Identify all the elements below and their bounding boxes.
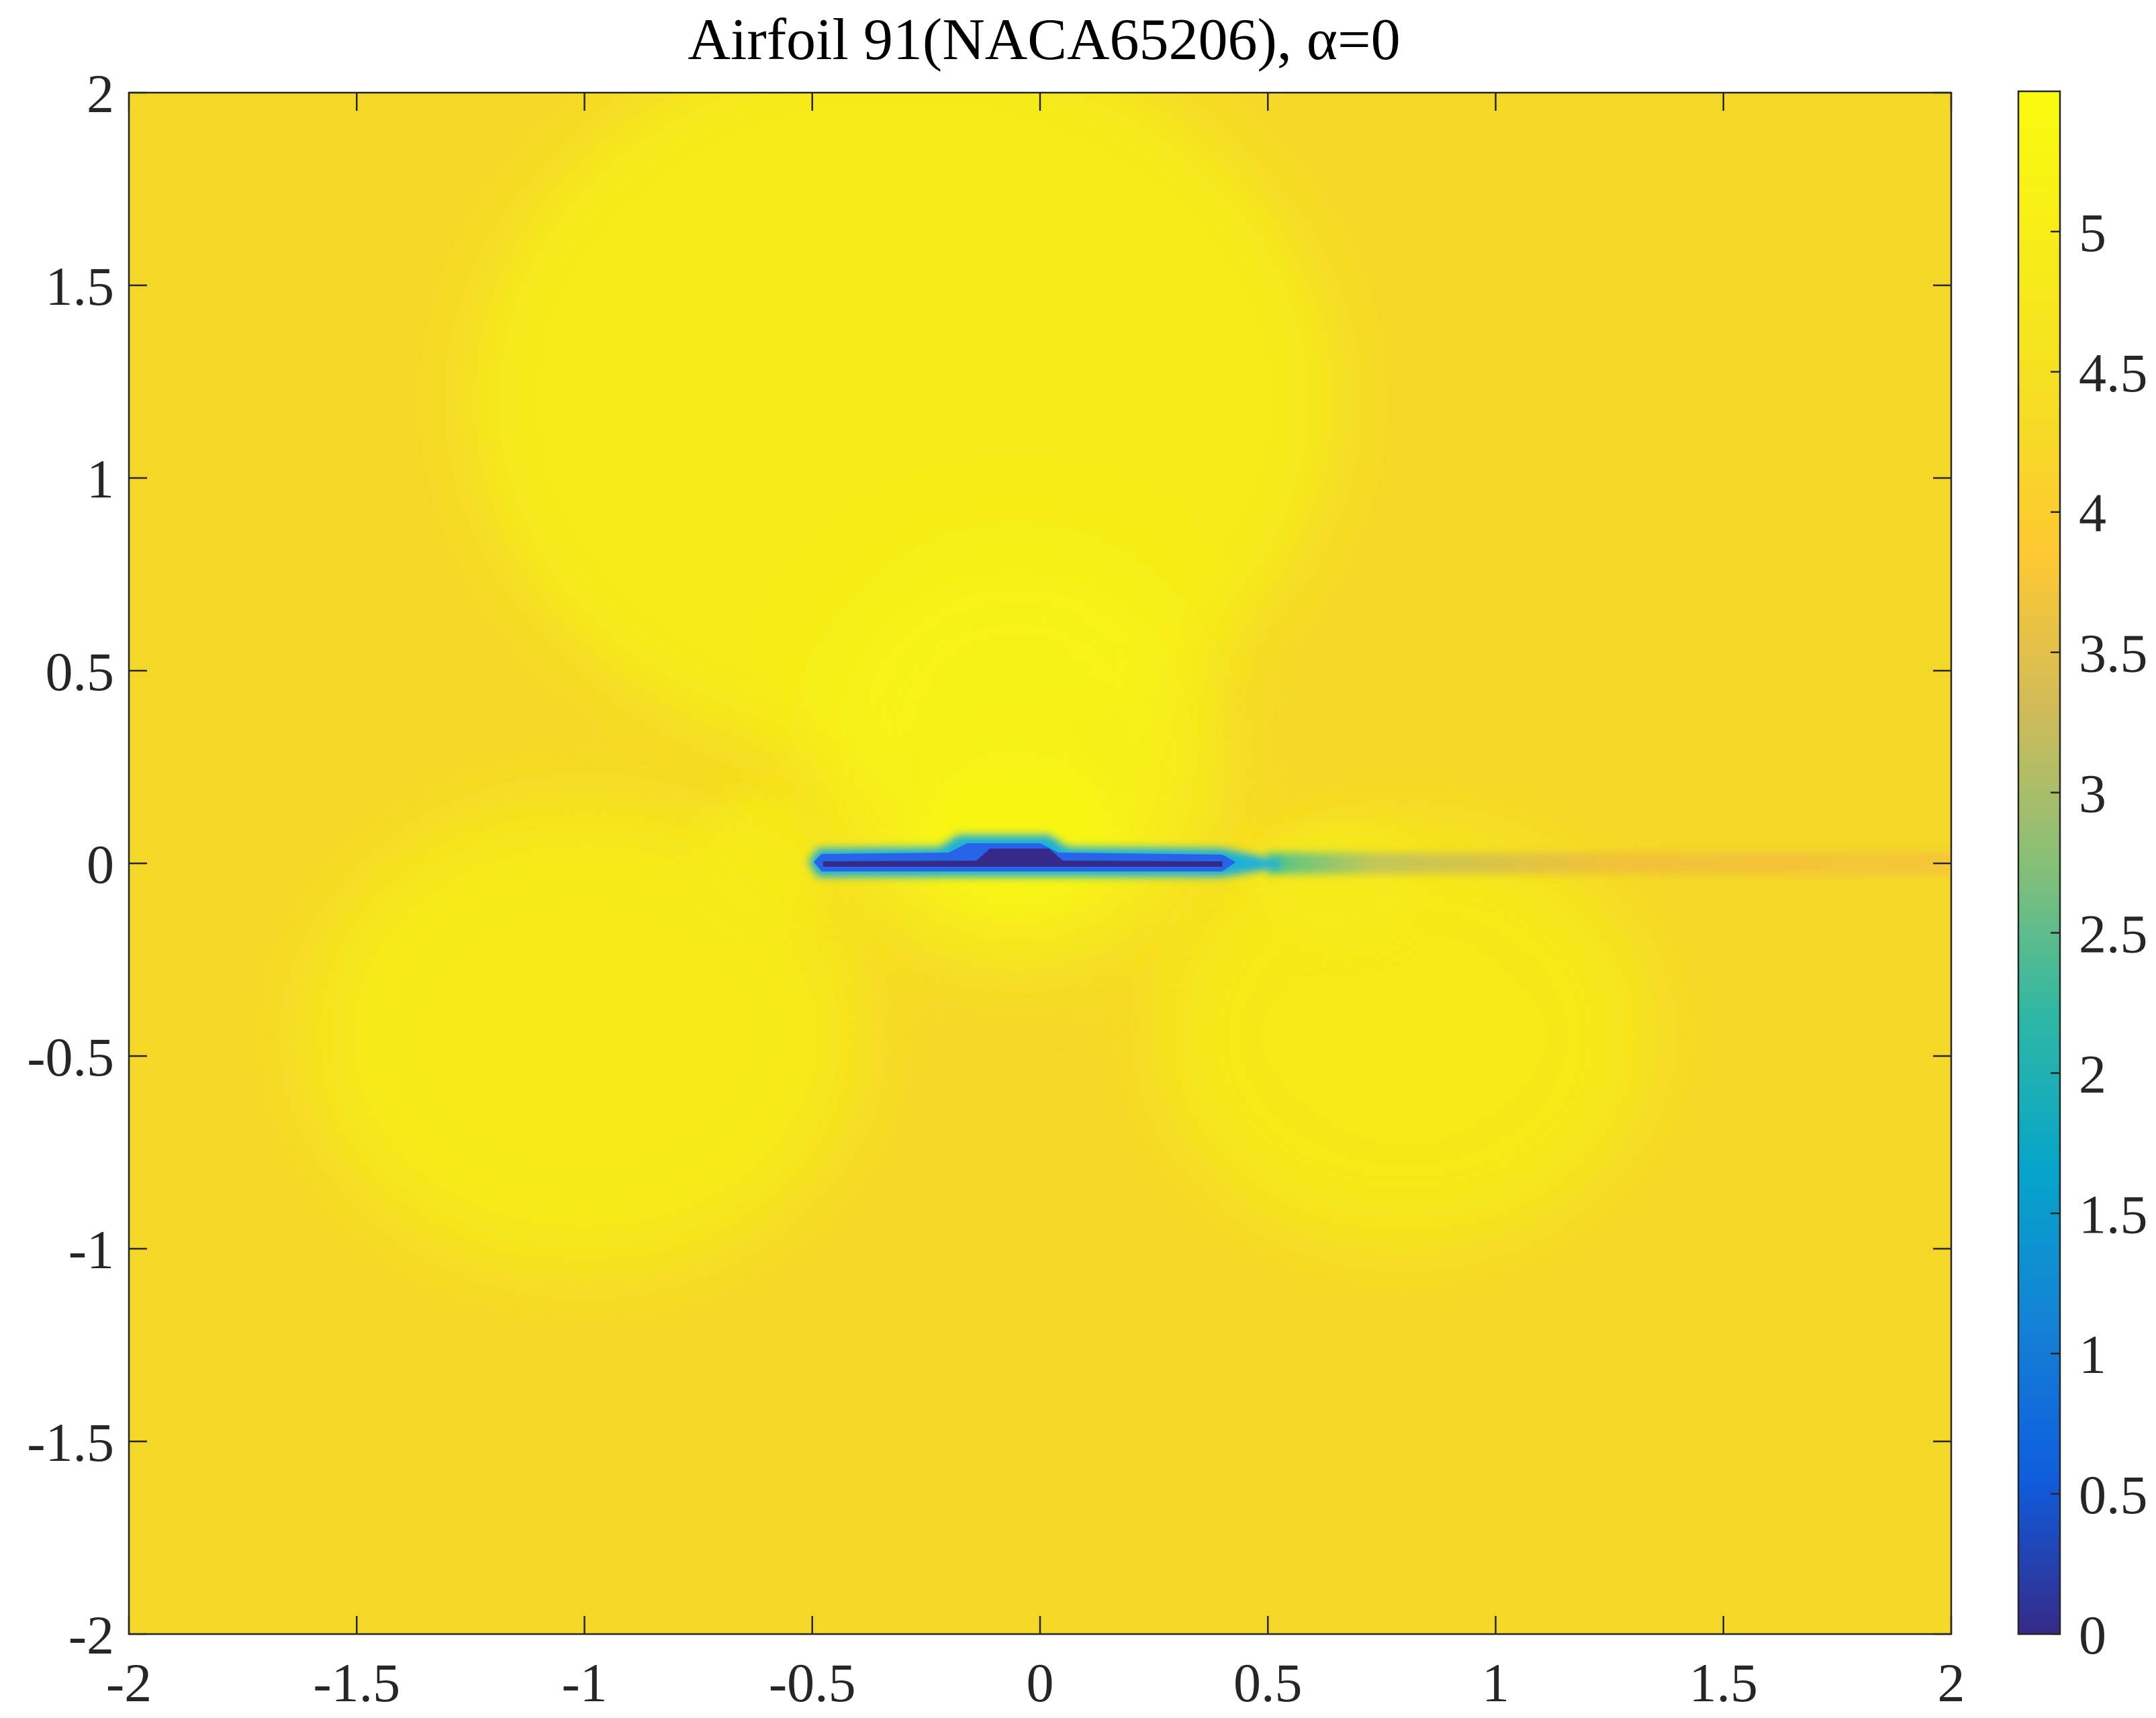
y-ticks: -2 -1.5 -1 -0.5 0 0.5 1 1.5 2 bbox=[27, 63, 1951, 1666]
colorbar-tick-label: 2 bbox=[2079, 1043, 2106, 1104]
y-tick-label: -0.5 bbox=[27, 1027, 114, 1088]
x-tick-label: -0.5 bbox=[769, 1652, 856, 1713]
colorbar-tick-label: 1.5 bbox=[2079, 1184, 2148, 1245]
y-tick-label: 1 bbox=[87, 448, 114, 510]
colorbar-tick-label: 4 bbox=[2079, 483, 2106, 544]
airfoil-dark-core bbox=[823, 849, 1223, 867]
airfoil-body bbox=[808, 835, 1282, 877]
x-ticks: -2 -1.5 -1 -0.5 0 0.5 1 1.5 2 bbox=[106, 93, 1965, 1713]
field-feature-wake bbox=[1268, 853, 1951, 874]
x-tick-label: 1.5 bbox=[1689, 1652, 1759, 1713]
y-tick-label: -1 bbox=[68, 1219, 114, 1280]
colorbar-box bbox=[2017, 90, 2061, 1635]
x-tick-label: 0.5 bbox=[1233, 1652, 1303, 1713]
x-tick-label: 0 bbox=[1027, 1652, 1054, 1713]
colorbar-tick-label: 4.5 bbox=[2079, 342, 2148, 403]
colorbar-tick-label: 2.5 bbox=[2079, 903, 2148, 964]
colorbar-tick-label: 3.5 bbox=[2079, 623, 2148, 684]
colorbar-tick-label: 0.5 bbox=[2079, 1464, 2148, 1525]
field-feature-lower-left-lobe bbox=[301, 798, 868, 1276]
y-tick-label: 0 bbox=[87, 834, 114, 895]
chart-title: Airfoil 91(NACA65206), α=0 bbox=[688, 7, 1400, 73]
y-tick-label: 1.5 bbox=[46, 256, 115, 317]
plot-area bbox=[129, 93, 1951, 1634]
y-tick-label: 2 bbox=[87, 63, 114, 124]
colorbar-tick-label: 0 bbox=[2079, 1605, 2106, 1666]
x-tick-label: -1 bbox=[561, 1652, 607, 1713]
y-tick-label: -1.5 bbox=[27, 1412, 114, 1473]
field-feature-lower-right-lobe bbox=[1154, 824, 1655, 1249]
x-tick-label: 2 bbox=[1938, 1652, 1965, 1713]
x-tick-label: -2 bbox=[106, 1652, 152, 1713]
colorbar-tick-label: 1 bbox=[2079, 1324, 2106, 1385]
x-tick-label: -1.5 bbox=[313, 1652, 400, 1713]
colorbar-tick-label: 5 bbox=[2079, 202, 2106, 263]
y-tick-label: 0.5 bbox=[46, 641, 115, 702]
colorbar-ticks: 0 0.5 1 1.5 2 2.5 3 3.5 4 4.5 5 bbox=[2051, 202, 2148, 1666]
x-tick-label: 1 bbox=[1482, 1652, 1509, 1713]
y-tick-label: -2 bbox=[68, 1605, 114, 1666]
field-feature-trailing-lobe bbox=[1254, 824, 1419, 941]
colorbar-tick-label: 3 bbox=[2079, 763, 2106, 824]
field-feature-suction-halo bbox=[812, 543, 1223, 967]
colorbar bbox=[2018, 91, 2060, 1634]
